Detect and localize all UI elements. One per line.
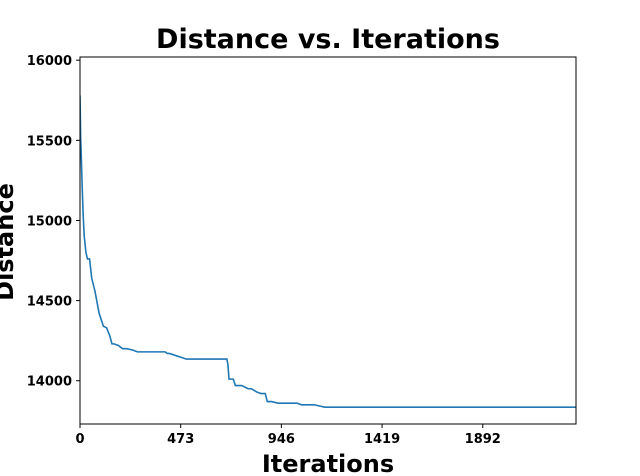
series-line-0 — [80, 95, 576, 408]
x-tick-label: 1419 — [364, 432, 400, 447]
chart-title: Distance vs. Iterations — [156, 24, 500, 55]
x-tick-label: 0 — [75, 432, 84, 447]
plot-area: 0 473 946 1419 1892 14000 14500 15000 15500 16000 — [27, 54, 577, 447]
x-tick-label: 946 — [268, 432, 295, 447]
y-tick-label: 15000 — [27, 214, 72, 229]
y-tick-label: 16000 — [27, 54, 72, 69]
x-tick-label: 473 — [167, 432, 194, 447]
plot-frame — [79, 56, 577, 425]
x-axis-label: Iterations — [262, 450, 394, 476]
y-tick-label: 14000 — [27, 375, 72, 390]
y-tick-label: 15500 — [27, 134, 72, 149]
y-tick-label: 14500 — [27, 295, 72, 310]
x-tick-label: 1892 — [465, 432, 501, 447]
y-axis-label: Distance — [0, 183, 19, 301]
